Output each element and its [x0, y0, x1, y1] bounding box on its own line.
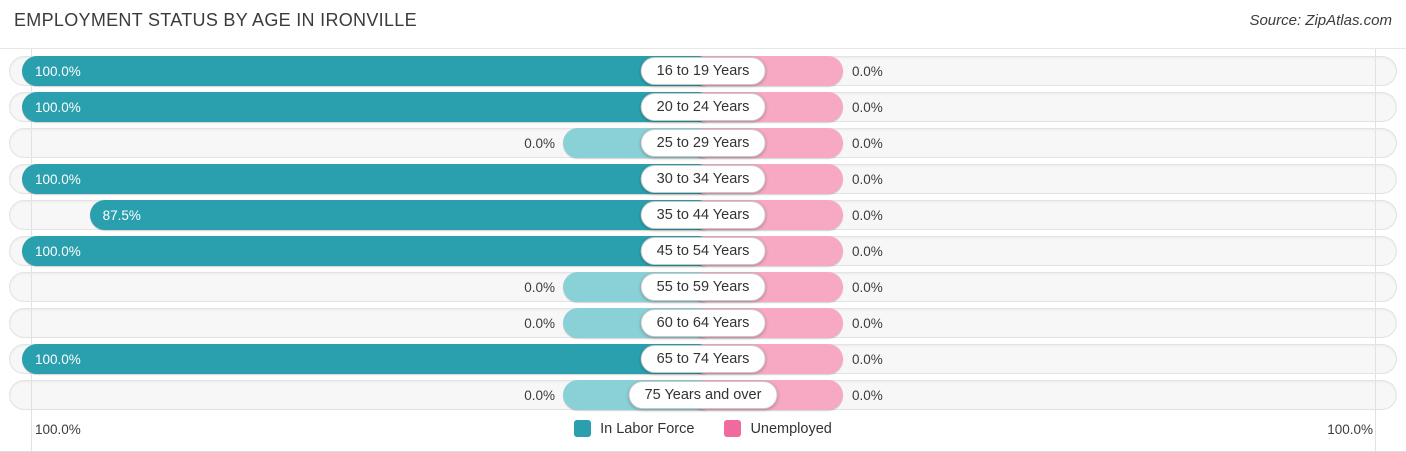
- gridline-right-100pct: [1375, 49, 1376, 451]
- unemployed-value: 0.0%: [852, 136, 883, 151]
- in-labor-force-value: 0.0%: [524, 388, 555, 403]
- chart-row: 0.0% 0.0% 60 to 64 Years: [0, 305, 1406, 341]
- age-group-label: 16 to 19 Years: [656, 63, 750, 79]
- unemployed-value: 0.0%: [852, 280, 883, 295]
- unemployed-value: 0.0%: [852, 208, 883, 223]
- in-labor-force-value: 87.5%: [102, 208, 141, 223]
- age-group-label: 20 to 24 Years: [656, 99, 750, 115]
- in-labor-force-bar: [22, 344, 716, 374]
- age-group-label: 65 to 74 Years: [656, 351, 750, 367]
- chart-row: 0.0% 0.0% 25 to 29 Years: [0, 125, 1406, 161]
- source-attribution: Source: ZipAtlas.com: [1249, 12, 1392, 29]
- age-group-pill: 20 to 24 Years: [640, 93, 766, 121]
- age-group-label: 30 to 34 Years: [656, 171, 750, 187]
- legend-label-in-labor-force: In Labor Force: [600, 420, 695, 437]
- unemployed-value: 0.0%: [852, 64, 883, 79]
- in-labor-force-value: 100.0%: [35, 64, 81, 79]
- in-labor-force-bar: [22, 164, 716, 194]
- chart-row: 0.0% 0.0% 75 Years and over: [0, 377, 1406, 413]
- age-group-label: 55 to 59 Years: [656, 279, 750, 295]
- age-group-pill: 30 to 34 Years: [640, 165, 766, 193]
- in-labor-force-bar: [22, 92, 716, 122]
- chart-row: 100.0% 0.0% 16 to 19 Years: [0, 53, 1406, 89]
- unemployed-value: 0.0%: [852, 352, 883, 367]
- chart-row: 100.0% 0.0% 20 to 24 Years: [0, 89, 1406, 125]
- page-title: EMPLOYMENT STATUS BY AGE IN IRONVILLE: [14, 10, 417, 30]
- legend-swatch-in-labor-force: [574, 420, 592, 437]
- in-labor-force-bar: [22, 56, 716, 86]
- header: EMPLOYMENT STATUS BY AGE IN IRONVILLE So…: [0, 0, 1406, 48]
- in-labor-force-value: 0.0%: [524, 316, 555, 331]
- in-labor-force-bar: [22, 236, 716, 266]
- axis-label-left: 100.0%: [35, 422, 81, 437]
- age-group-pill: 75 Years and over: [628, 381, 778, 409]
- unemployed-value: 0.0%: [852, 172, 883, 187]
- age-group-pill: 55 to 59 Years: [640, 273, 766, 301]
- axis-row: 100.0% In Labor Force Unemployed 100.0%: [0, 413, 1406, 450]
- chart-area: 100.0% 0.0% 16 to 19 Years 100.0% 0.0% 2…: [0, 48, 1406, 452]
- in-labor-force-value: 100.0%: [35, 172, 81, 187]
- legend-swatch-unemployed: [724, 420, 742, 437]
- chart-rows: 100.0% 0.0% 16 to 19 Years 100.0% 0.0% 2…: [0, 49, 1406, 413]
- age-group-pill: 45 to 54 Years: [640, 237, 766, 265]
- age-group-label: 75 Years and over: [644, 387, 762, 403]
- legend-label-unemployed: Unemployed: [750, 420, 832, 437]
- age-group-pill: 65 to 74 Years: [640, 345, 766, 373]
- unemployed-value: 0.0%: [852, 388, 883, 403]
- chart-row: 100.0% 0.0% 45 to 54 Years: [0, 233, 1406, 269]
- in-labor-force-bar: [89, 200, 716, 230]
- age-group-label: 25 to 29 Years: [656, 135, 750, 151]
- unemployed-value: 0.0%: [852, 316, 883, 331]
- unemployed-value: 0.0%: [852, 100, 883, 115]
- age-group-label: 45 to 54 Years: [656, 243, 750, 259]
- in-labor-force-value: 0.0%: [524, 136, 555, 151]
- legend: In Labor Force Unemployed: [0, 420, 1406, 437]
- in-labor-force-value: 100.0%: [35, 100, 81, 115]
- in-labor-force-value: 0.0%: [524, 280, 555, 295]
- age-group-label: 35 to 44 Years: [656, 207, 750, 223]
- axis-label-right: 100.0%: [1327, 422, 1373, 437]
- chart-row: 100.0% 0.0% 65 to 74 Years: [0, 341, 1406, 377]
- chart-row: 0.0% 0.0% 55 to 59 Years: [0, 269, 1406, 305]
- in-labor-force-value: 100.0%: [35, 352, 81, 367]
- chart-row: 87.5% 0.0% 35 to 44 Years: [0, 197, 1406, 233]
- age-group-pill: 60 to 64 Years: [640, 309, 766, 337]
- in-labor-force-value: 100.0%: [35, 244, 81, 259]
- age-group-pill: 16 to 19 Years: [640, 57, 766, 85]
- age-group-pill: 35 to 44 Years: [640, 201, 766, 229]
- age-group-label: 60 to 64 Years: [656, 315, 750, 331]
- unemployed-value: 0.0%: [852, 244, 883, 259]
- chart-row: 100.0% 0.0% 30 to 34 Years: [0, 161, 1406, 197]
- age-group-pill: 25 to 29 Years: [640, 129, 766, 157]
